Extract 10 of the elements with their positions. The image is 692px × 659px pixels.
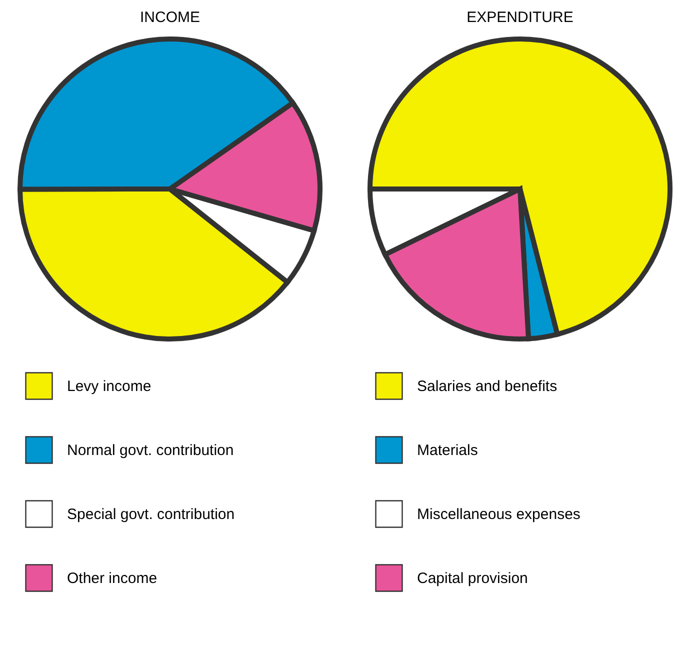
legend-label: Special govt. contribution <box>67 506 235 523</box>
chart-title: EXPENDITURE <box>466 9 574 26</box>
legend-label: Salaries and benefits <box>417 378 558 395</box>
legend-label: Miscellaneous expenses <box>417 506 580 523</box>
legend-label: Levy income <box>67 378 152 395</box>
legend-label: Capital provision <box>417 570 528 587</box>
legend-label: Normal govt. contribution <box>67 442 234 459</box>
legend-label: Materials <box>417 442 478 459</box>
chart-title: INCOME <box>140 9 200 26</box>
legend-label: Other income <box>67 570 158 587</box>
